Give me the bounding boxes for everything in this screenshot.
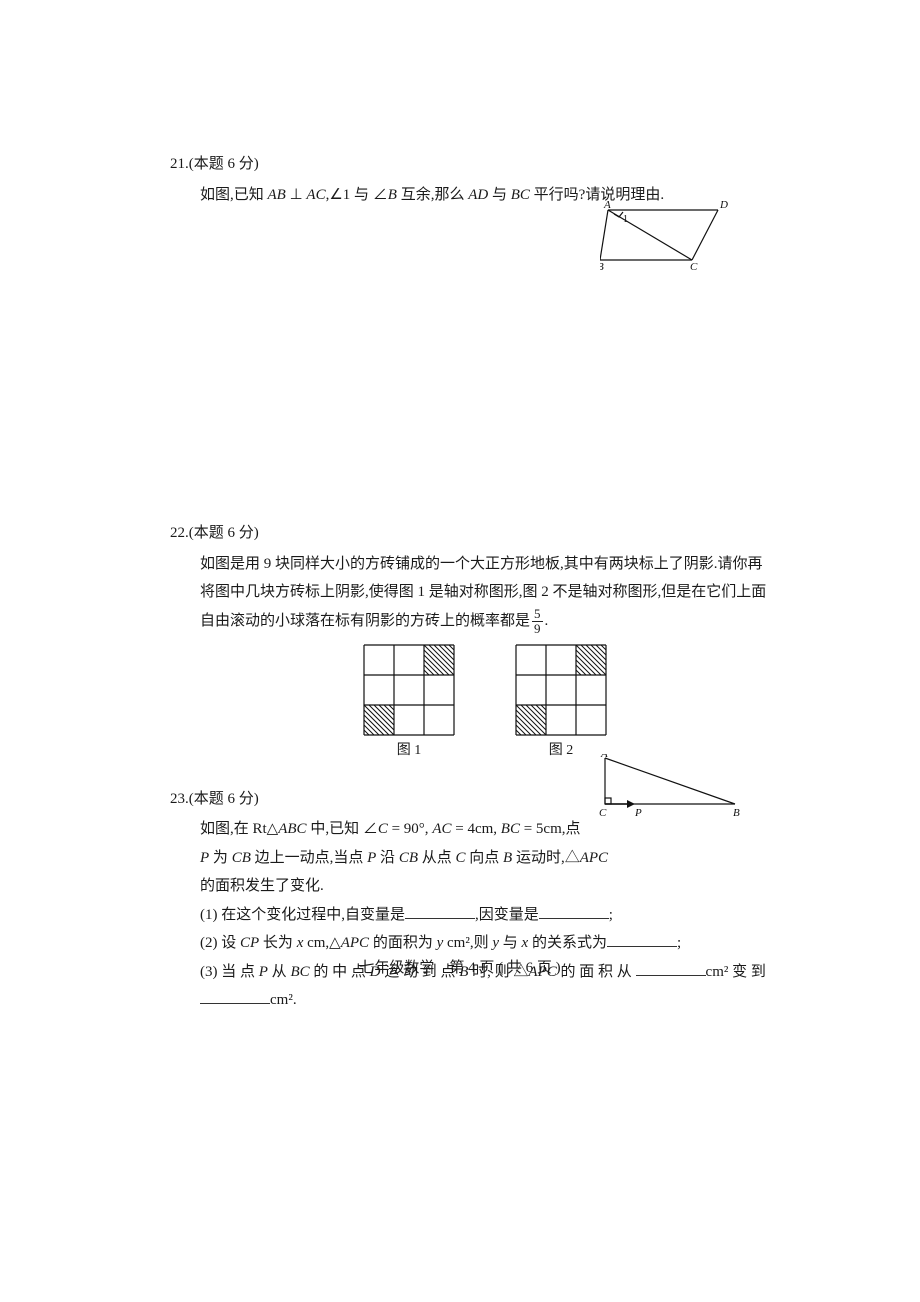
q23-line2: P 为 CB 边上一动点,当点 P 沿 CB 从点 C 向点 B 运动时,△AP… [200, 844, 770, 873]
q21-header: 21.(本题 6 分) [170, 150, 770, 179]
q23-label-p: P [634, 807, 642, 819]
question-22: 22.(本题 6 分) 如图是用 9 块同样大小的方砖铺成的一个大正方形地板,其… [170, 519, 770, 765]
q23-line3: 的面积发生了变化. [200, 872, 770, 901]
q21-label-a: A [603, 200, 611, 211]
q21-figure: A D B C 1 [600, 200, 730, 272]
page-footer: 七年级数学 第 4 页 ( 共 6 页 ) [0, 954, 920, 983]
q22-line3: 自由滚动的小球落在标有阴影的方砖上的概率都是59. [200, 607, 770, 637]
q22-grid1: 图 1 [363, 644, 455, 765]
q22-header: 22.(本题 6 分) [170, 519, 770, 548]
q21-label-c: C [690, 261, 698, 272]
q22-grid1-caption: 图 1 [363, 738, 455, 765]
q22-grids: 图 1 图 2 [200, 644, 770, 765]
q21-label-b: B [600, 261, 604, 272]
q23-blank-3 [607, 931, 677, 947]
q21-label-angle: 1 [623, 214, 628, 225]
q23-blank-2 [539, 903, 609, 919]
q22-line1: 如图是用 9 块同样大小的方砖铺成的一个大正方形地板,其中有两块标上了阴影.请你… [200, 550, 770, 579]
q23-sub3b: cm². [200, 986, 770, 1015]
q21-text: 如图,已知 AB ⊥ AC,∠1 与 ∠B 互余,那么 AD 与 BC 平行吗?… [200, 187, 664, 203]
q23-label-c: C [599, 807, 607, 819]
q23-label-a: A [600, 754, 608, 760]
q23-blank-5 [200, 988, 270, 1004]
q23-blank-1 [405, 903, 475, 919]
q22-fraction: 59 [532, 607, 543, 637]
q22-body: 如图是用 9 块同样大小的方砖铺成的一个大正方形地板,其中有两块标上了阴影.请你… [170, 550, 770, 765]
q22-grid2-caption: 图 2 [515, 738, 607, 765]
q23-figure: A C B P [595, 754, 745, 820]
q23-body: 如图,在 Rt△ABC 中,已知 ∠C = 90°, AC = 4cm, BC … [170, 815, 770, 1015]
q22-line2: 将图中几块方砖标上阴影,使得图 1 是轴对称图形,图 2 不是轴对称图形,但是在… [200, 578, 770, 607]
q22-grid2: 图 2 [515, 644, 607, 765]
q21-label-d: D [719, 200, 728, 211]
q23-label-b: B [733, 807, 740, 819]
q23-sub1: (1) 在这个变化过程中,自变量是,因变量是; [200, 901, 770, 930]
